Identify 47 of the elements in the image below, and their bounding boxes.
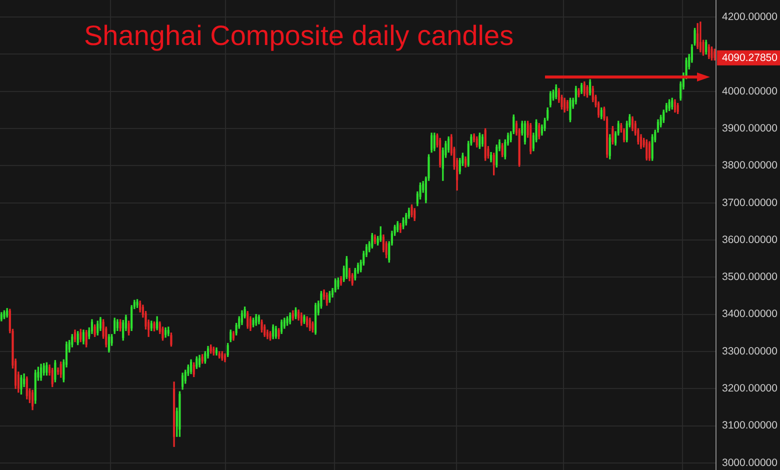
candlestick <box>178 391 181 437</box>
text: Shanghai Composite daily candles <box>84 20 514 52</box>
candlestick <box>337 278 340 290</box>
y-tick-label: 3300.00000 <box>722 345 778 358</box>
candlestick <box>303 314 306 324</box>
y-tick-label: 3500.00000 <box>722 271 778 284</box>
candlestick <box>710 46 713 61</box>
candlestick <box>170 332 172 347</box>
candlestick <box>410 204 413 218</box>
candlestick <box>668 99 670 112</box>
candlestick <box>196 356 198 369</box>
y-tick-label: 3600.00000 <box>722 234 778 246</box>
candlestick <box>128 320 130 336</box>
candlestick <box>278 328 280 340</box>
y-tick-label: 3400.00000 <box>722 308 778 320</box>
candlestick <box>94 324 96 337</box>
y-tick-label: 3900.00000 <box>722 122 778 134</box>
candlestick <box>328 290 331 303</box>
candlestick <box>20 374 22 395</box>
candlestick <box>153 321 156 332</box>
candlestick <box>3 310 6 320</box>
candlestick <box>699 22 702 52</box>
candlestick <box>578 88 580 98</box>
candlestick <box>54 360 56 382</box>
candlestick <box>676 102 679 114</box>
y-tick-label: 3000.00000 <box>722 456 778 469</box>
candlestick <box>136 299 138 308</box>
candlestick <box>286 316 288 326</box>
candlestick <box>586 85 588 98</box>
candlestick <box>252 318 254 328</box>
candlestick <box>85 330 88 348</box>
candlestick <box>402 217 404 230</box>
candlestick <box>119 319 122 332</box>
y-tick-label: 3800.00000 <box>722 160 778 172</box>
y-tick-label: 4200.00000 <box>722 10 778 23</box>
y-tick-label: 3700.00000 <box>722 196 778 209</box>
candlestick <box>312 321 314 332</box>
y-tick-label: 3100.00000 <box>722 420 778 432</box>
y-tick-label: 3200.00000 <box>722 382 778 395</box>
candlestick <box>569 98 572 122</box>
candlestick <box>294 307 297 320</box>
candlestick <box>269 331 272 341</box>
text: 4090.27850 <box>722 52 778 64</box>
candlestick <box>46 362 48 376</box>
candlestick <box>478 132 481 149</box>
y-tick-label: 4000.00000 <box>722 85 778 98</box>
candlestick <box>612 126 614 144</box>
